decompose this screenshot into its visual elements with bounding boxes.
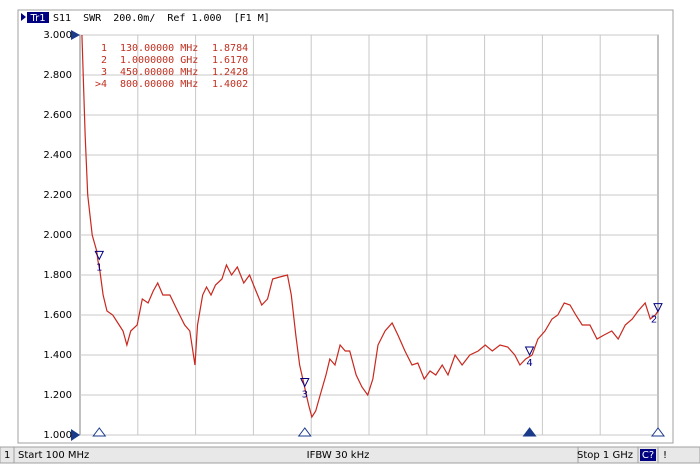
stop-frequency[interactable]: Stop 1 GHz — [577, 450, 633, 461]
status-bar: 1 Start 100 MHz IFBW 30 kHz Stop 1 GHz C… — [0, 446, 700, 464]
marker-symbol — [299, 377, 310, 388]
stimulus-marker — [522, 427, 537, 437]
stimulus-marker — [297, 427, 312, 437]
trace-indicator — [21, 13, 26, 21]
trace-settings: S11 SWR 200.0m/ Ref 1.000 [F1 M] — [53, 13, 270, 24]
trace — [81, 34, 659, 419]
marker-value: 1.2428 — [212, 67, 248, 78]
marker-row-id: 2 — [101, 55, 107, 66]
cal-badge — [640, 449, 656, 461]
ifbw[interactable]: IFBW 30 kHz — [307, 450, 370, 461]
y-tick-label: 2.000 — [43, 230, 72, 241]
trace-badge — [27, 12, 49, 23]
marker-row-id: >4 — [95, 79, 107, 90]
top-marker — [71, 30, 80, 40]
marker-stimulus: 450.00000 MHz — [120, 67, 198, 78]
marker-number: 4 — [526, 358, 532, 369]
marker-symbol — [94, 250, 105, 261]
marker-symbol — [653, 303, 663, 313]
marker-value: 1.8784 — [212, 43, 248, 54]
y-tick-label: 1.000 — [43, 430, 72, 441]
y-tick-label: 1.400 — [43, 350, 72, 361]
y-tick-label: 2.200 — [43, 190, 72, 201]
marker-value: 1.4002 — [212, 79, 248, 90]
y-tick-label: 3.000 — [43, 30, 72, 41]
marker-number: 3 — [302, 389, 308, 400]
marker-value: 1.6170 — [212, 55, 248, 66]
y-tick-label: 2.400 — [43, 150, 72, 161]
ref-level-marker — [71, 429, 80, 441]
marker-row-id: 1 — [101, 43, 107, 54]
marker-stimulus: 800.00000 MHz — [120, 79, 198, 90]
plot: 1 1 130.00000 MHz 1.8784 2 2 1.0000000 GHz 1.61… — [80, 34, 663, 436]
marker-symbol — [524, 346, 535, 357]
y-tick-label: 1.200 — [43, 390, 72, 401]
marker-stimulus: 1.0000000 GHz — [120, 55, 198, 66]
y-tick-label: 2.600 — [43, 110, 72, 121]
cal-status[interactable]: C? — [642, 450, 654, 461]
start-frequency[interactable]: Start 100 MHz — [18, 450, 89, 461]
marker-number: 1 — [96, 262, 102, 273]
stimulus-marker — [92, 427, 107, 437]
trace-name: Tr1 — [29, 13, 45, 24]
status-bar-bg — [0, 446, 700, 464]
y-tick-label: 1.600 — [43, 310, 72, 321]
y-tick-label: 2.800 — [43, 70, 72, 81]
y-tick-label: 1.800 — [43, 270, 72, 281]
marker-number: 2 — [651, 315, 657, 326]
marker-stimulus: 130.00000 MHz — [120, 43, 198, 54]
channel-number: 1 — [4, 450, 10, 461]
stimulus-marker — [651, 427, 665, 437]
marker-row-id: 3 — [101, 67, 107, 78]
alert[interactable]: ! — [663, 450, 667, 461]
